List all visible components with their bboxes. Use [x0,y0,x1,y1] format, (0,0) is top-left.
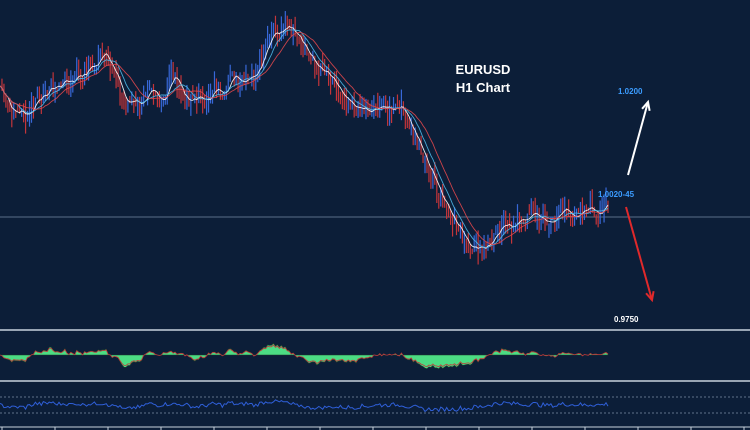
projection-arrows [625,99,655,303]
down-arrow-head [645,290,655,303]
price-levels: 1.0200 1.0020-45 0.9750 [598,87,643,324]
level-label: 1.0020-45 [598,190,635,199]
down-arrow [625,206,653,301]
grid [0,216,750,430]
oscillator-panel [0,342,609,370]
rsi-panel [0,399,609,413]
chart-subtitle: H1 Chart [456,80,511,95]
moving-average-line [0,31,609,246]
moving-average-line [0,29,609,249]
moving-averages [0,25,609,249]
rsi-line [0,399,609,413]
up-arrow [627,101,649,176]
up-arrow-head [641,99,651,112]
level-label: 0.9750 [614,315,639,324]
oscillator-signal [0,344,609,368]
moving-average-line [0,25,609,249]
level-label: 1.0200 [618,87,643,96]
oscillator-area [0,342,609,370]
chart-title: EURUSD [456,62,511,77]
price-candles [1,11,609,265]
